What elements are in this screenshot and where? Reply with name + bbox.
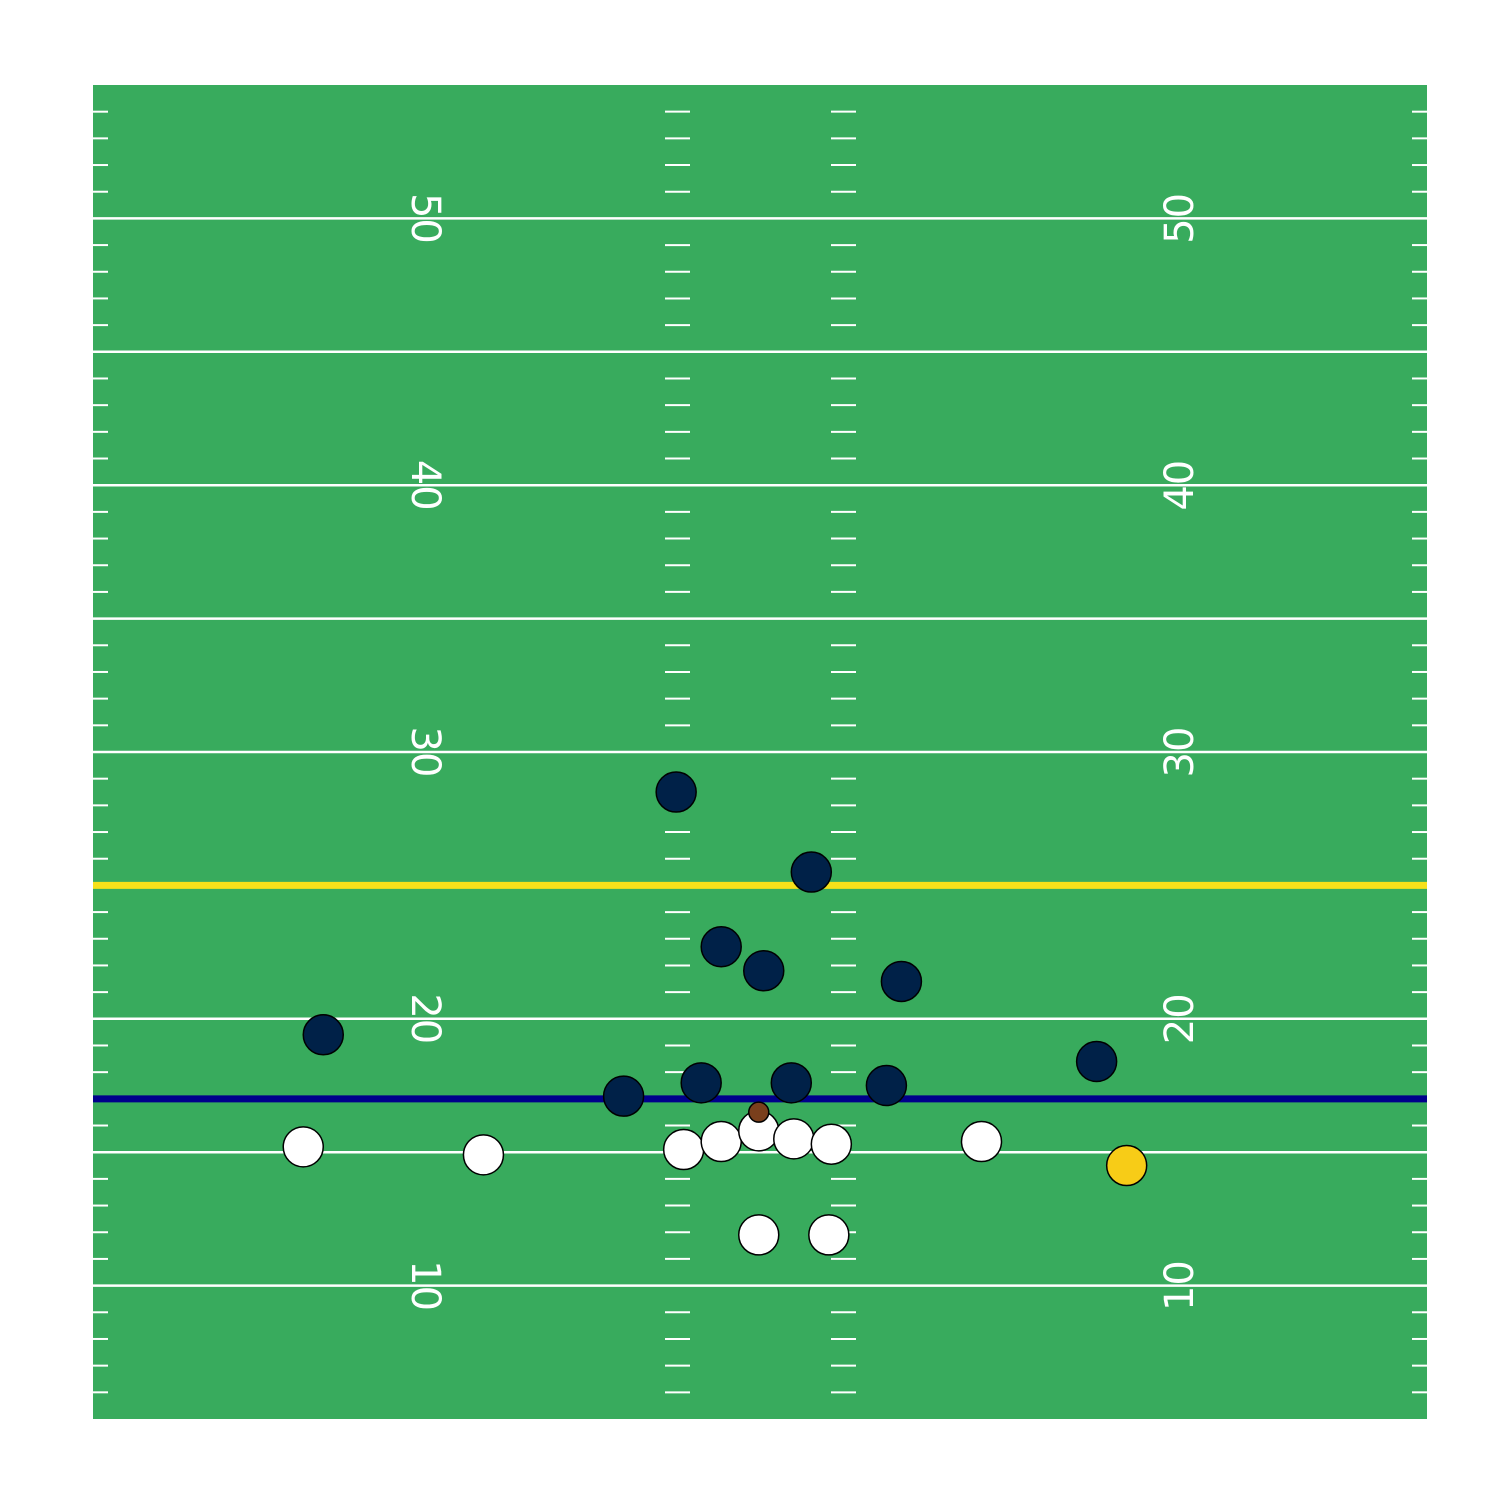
football-point xyxy=(747,1101,770,1123)
defense-player-point xyxy=(1075,1040,1118,1083)
defense-player-point xyxy=(302,1014,345,1056)
defense-player-point xyxy=(790,851,833,893)
offense-player-point xyxy=(462,1134,505,1176)
yard-number-right: 20 xyxy=(1157,993,1203,1044)
yard-number-left: 50 xyxy=(402,193,448,244)
defense-player-point xyxy=(770,1062,813,1104)
ball-carrier-point xyxy=(1105,1144,1148,1187)
offense-player-point xyxy=(960,1120,1003,1163)
yard-number-right: 30 xyxy=(1157,727,1203,778)
yard-number-left: 10 xyxy=(402,1260,448,1311)
offense-player-point xyxy=(773,1118,815,1160)
defense-player-point xyxy=(655,771,697,813)
defense-player-point xyxy=(743,950,785,992)
defense-player-point xyxy=(865,1064,908,1107)
offense-player-point xyxy=(700,1120,742,1163)
offense-player-point xyxy=(282,1126,324,1168)
yard-number-right: 40 xyxy=(1157,460,1203,511)
yard-numbers: 50 50 40 40 30 30 20 20 10 10 xyxy=(402,193,1203,1311)
offense-player-point xyxy=(737,1214,780,1256)
defense-player-point xyxy=(602,1075,645,1117)
yard-number-right: 50 xyxy=(1157,193,1203,244)
offense-player-point xyxy=(808,1214,850,1256)
defense-player-point xyxy=(680,1062,722,1104)
offense-player-point xyxy=(810,1123,853,1165)
offense-player-point xyxy=(662,1128,705,1171)
defense-player-point xyxy=(880,960,923,1003)
players xyxy=(282,771,1148,1256)
down-markers xyxy=(93,881,1427,1103)
yard-number-left: 30 xyxy=(402,727,448,778)
yard-number-left: 40 xyxy=(402,460,448,511)
defense-player-point xyxy=(700,926,742,968)
yard-number-left: 20 xyxy=(402,993,448,1044)
yard-number-right: 10 xyxy=(1157,1260,1203,1311)
hash-marks xyxy=(93,110,1427,1394)
